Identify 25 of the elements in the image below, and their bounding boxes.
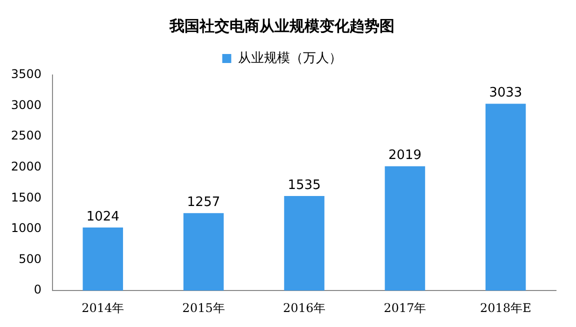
y-tick-label: 3500: [10, 67, 42, 82]
x-tick-label: 2014年: [82, 300, 124, 315]
legend-label: 从业规模（万人）: [238, 50, 342, 66]
data-label: 3033: [489, 86, 522, 101]
bar: [183, 213, 224, 291]
bar: [82, 228, 124, 291]
bar: [284, 196, 324, 291]
data-label: 1535: [288, 178, 321, 193]
y-tick-label: 1000: [10, 221, 42, 236]
x-tick-label: 2018年E: [480, 300, 532, 315]
bar: [384, 166, 426, 291]
chart-title: 我国社交电商从业规模变化趋势图: [168, 16, 394, 35]
data-label: 2019: [388, 148, 422, 164]
y-tick-label: 1500: [10, 190, 42, 204]
y-tick-label: 2000: [10, 160, 42, 174]
x-tick-label: 2016年: [282, 300, 326, 315]
x-tick-label: 2015年: [182, 300, 225, 315]
y-tick-label: 3000: [10, 98, 42, 112]
data-label: 1024: [86, 209, 120, 224]
y-tick-label: 0: [34, 282, 42, 297]
y-tick-label: 500: [18, 252, 42, 266]
y-tick-label: 2500: [10, 128, 42, 143]
data-label: 1257: [187, 195, 220, 210]
x-tick-label: 2017年: [384, 300, 426, 315]
bar: [486, 104, 526, 291]
